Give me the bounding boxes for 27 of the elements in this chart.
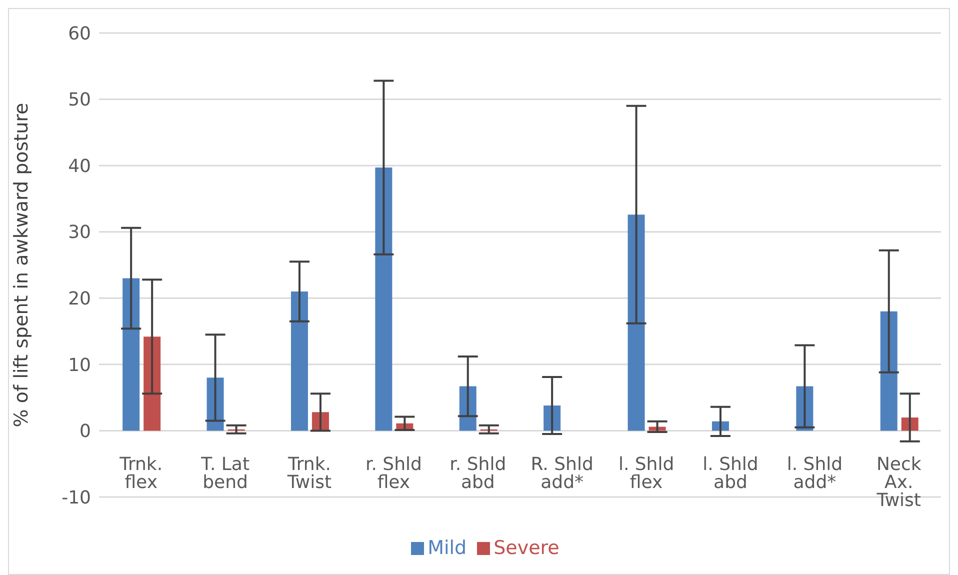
x-tick-label: r. Shld abd bbox=[450, 454, 506, 493]
legend-label: Mild bbox=[428, 537, 467, 559]
bar bbox=[375, 168, 392, 431]
y-tick-label: 50 bbox=[68, 90, 91, 111]
x-tick-label: Neck Ax. Twist bbox=[876, 454, 922, 511]
y-tick-label: 20 bbox=[68, 288, 91, 310]
y-tick-label: 60 bbox=[68, 23, 91, 44]
x-tick-label: Trnk. Twist bbox=[286, 454, 332, 493]
x-tick-label: l. Shld flex bbox=[618, 454, 674, 493]
y-axis-title: % of lift spent in awkward posture bbox=[10, 102, 33, 428]
x-tick-label: r. Shld flex bbox=[365, 454, 422, 493]
y-tick-label: 10 bbox=[68, 354, 91, 376]
bar bbox=[122, 278, 140, 431]
bar bbox=[880, 311, 898, 431]
x-tick-label: T. Lat bend bbox=[200, 454, 250, 493]
legend-label: Severe bbox=[494, 537, 560, 559]
bar bbox=[628, 214, 645, 431]
y-tick-label: 30 bbox=[68, 222, 91, 244]
x-tick-label: R. Shld add* bbox=[530, 454, 594, 493]
y-tick-label: -10 bbox=[62, 487, 91, 508]
x-tick-label: l. Shld add* bbox=[786, 454, 843, 493]
x-tick-label: Trnk. flex bbox=[118, 454, 163, 493]
y-tick-label: 40 bbox=[68, 156, 91, 177]
bar bbox=[144, 336, 161, 431]
bar bbox=[290, 292, 308, 431]
x-tick-label: l. Shld abd bbox=[702, 454, 758, 493]
y-tick-label: 0 bbox=[80, 421, 91, 442]
